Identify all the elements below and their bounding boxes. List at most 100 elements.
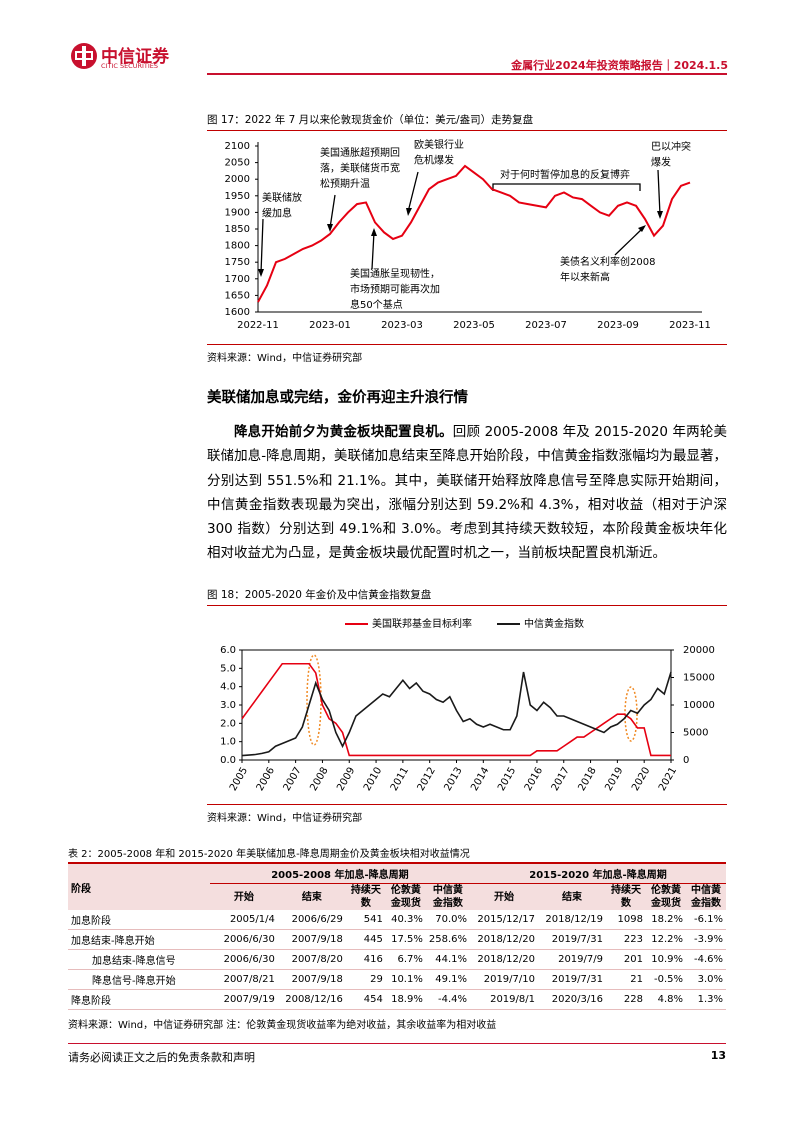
- y-tick-label: 1700: [225, 274, 250, 285]
- paragraph: 降息开始前夕为黄金板块配置良机。回顾 2005-2008 年及 2015-202…: [207, 420, 727, 566]
- column-header: 开始: [209, 883, 278, 910]
- plot-frame: [241, 649, 672, 761]
- table-cell: 445: [363, 934, 383, 945]
- x-tick-label: 2007: [282, 766, 304, 794]
- x-tick-label: 2022-11: [237, 320, 279, 331]
- figure-source: 资料来源：Wind，中信证券研究部: [207, 804, 727, 824]
- section-title: 美联储加息或完结，金价再迎主升浪行情: [207, 390, 468, 406]
- x-tick-label: 2023-11: [669, 320, 711, 331]
- y-tick-label: 2100: [225, 141, 250, 152]
- annotation: 美债名义利率创2008: [560, 255, 655, 268]
- header-cell: 阶段: [68, 863, 210, 910]
- y-tick-label: 1900: [225, 207, 250, 218]
- x-tick-label: 2023-09: [597, 320, 639, 331]
- table-cell: 21: [630, 974, 643, 985]
- table-cell: 2020/3/16: [551, 994, 603, 1005]
- y-tick-label: 2050: [225, 158, 250, 169]
- table-cell: 17.5%: [391, 934, 423, 945]
- disclaimer: 请务必阅读正文之后的免责条款和声明: [68, 1051, 255, 1064]
- table-cell: 2019/7/9: [558, 954, 603, 965]
- annotation: 爆发: [651, 156, 671, 169]
- y-tick-label: 1850: [225, 224, 250, 235]
- table-cell: -6.1%: [693, 914, 723, 925]
- table-cell: 2007/9/18: [291, 974, 343, 985]
- table-cell: 18.9%: [391, 994, 423, 1005]
- table-cell: 10.9%: [651, 954, 683, 965]
- table-cell: 2005/1/4: [229, 914, 275, 925]
- x-tick-label: 2017: [550, 766, 572, 794]
- column-header: 结束: [277, 883, 346, 910]
- x-tick-label: 2019: [603, 766, 625, 794]
- table-cell: 258.6%: [428, 934, 467, 945]
- report-title: 金属行业2024年投资策略报告｜2024.1.5: [511, 59, 728, 72]
- annotation: 落，美联储货币宽: [320, 162, 400, 175]
- y-tick-label: 3.0: [220, 700, 236, 711]
- table-cell: 2019/7/31: [551, 974, 603, 985]
- x-tick-label: 2014: [469, 766, 491, 794]
- x-tick-label: 2005: [228, 766, 250, 794]
- y2-tick-label: 20000: [683, 645, 715, 656]
- table-cell: 201: [623, 954, 643, 965]
- body: 回顾 2005-2008 年及 2015-2020 年两轮美联储加息-降息周期，…: [207, 424, 727, 562]
- x-tick-label: 2010: [362, 766, 384, 794]
- column-header: 中信黄金指数: [686, 883, 726, 910]
- chart: 0.0 1.0 2.0 3.0 4.0 5.0 6.0 0 5000 10000 15000 2000…: [220, 617, 715, 794]
- table-cell: 2018/12/20: [477, 954, 535, 965]
- price-line: [257, 164, 691, 303]
- annotation: 欧美银行业: [414, 138, 464, 151]
- column-header: 持续天数: [606, 883, 646, 910]
- highlight-ellipses: [306, 654, 638, 746]
- table-cell: 12.2%: [651, 934, 683, 945]
- table-caption: 表 2：2005-2008 年和 2015-2020 年美联储加息-降息周期金价…: [68, 849, 470, 860]
- series-line: [241, 671, 672, 757]
- annotation: 美联储放: [262, 191, 302, 204]
- annotation: 松预期升温: [320, 177, 370, 190]
- group-header: 2015-2020 年加息-降息周期: [470, 863, 726, 884]
- table-cell: -3.9%: [693, 934, 723, 945]
- row-label: 加息结束-降息开始: [71, 936, 155, 947]
- y2-tick-label: 10000: [683, 700, 715, 711]
- y2-tick-label: 15000: [683, 673, 715, 684]
- y2-tick-label: 5000: [683, 728, 708, 739]
- table-cell: 2007/8/20: [291, 954, 343, 965]
- x-tick-label: 2011: [389, 766, 411, 794]
- table-cell: 223: [623, 934, 643, 945]
- table-cell: 44.1%: [435, 954, 467, 965]
- table-cell: 3.0%: [697, 974, 723, 985]
- brand: 中信证券: [101, 47, 169, 67]
- table-cell: 2006/6/29: [291, 914, 343, 925]
- table-cell: 2006/6/30: [223, 954, 275, 965]
- table-cell: 1.3%: [697, 994, 723, 1005]
- x-tick-label: 2018: [577, 766, 599, 794]
- chart: 1600 1650 1700 1750 1800 1850 1900 1950 2000 2050…: [225, 138, 711, 331]
- y-tick-label: 6.0: [220, 645, 236, 656]
- column-header: 中信黄金指数: [425, 883, 470, 910]
- row-label: 加息结束-降息信号: [92, 956, 176, 967]
- table-cell: 2019/7/10: [483, 974, 535, 985]
- table-cell: -0.5%: [653, 974, 683, 985]
- series-line: [241, 662, 671, 757]
- annotation: 息50个基点: [350, 298, 403, 311]
- table-cell: 454: [363, 994, 383, 1005]
- table-cell: -4.4%: [437, 994, 467, 1005]
- y-tick-label: 1950: [225, 191, 250, 202]
- lead: 降息开始前夕为黄金板块配置良机。: [234, 424, 453, 440]
- page-number: 13: [710, 1049, 726, 1062]
- annotation: 美国通胀呈现韧性，: [350, 267, 440, 280]
- table-cell: 1098: [617, 914, 643, 925]
- table-cell: 2019/8/1: [490, 994, 535, 1005]
- y-tick-label: 2000: [225, 174, 250, 185]
- annotation: 缓加息: [262, 207, 292, 220]
- x-tick-label: 2013: [442, 766, 464, 794]
- x-tick-label: 2023-01: [309, 320, 351, 331]
- table-cell: 228: [623, 994, 643, 1005]
- annotation: 年以来新高: [560, 271, 610, 284]
- table-cell: 2007/8/21: [223, 974, 275, 985]
- y-tick-label: 1650: [225, 290, 250, 301]
- group-header: 2005-2008 年加息-降息周期: [209, 863, 470, 884]
- column-header: 伦敦黄金现货: [385, 883, 426, 910]
- y2-tick-label: 0: [683, 755, 689, 766]
- annotation-arrows: [260, 169, 661, 274]
- header-rule: [207, 73, 727, 75]
